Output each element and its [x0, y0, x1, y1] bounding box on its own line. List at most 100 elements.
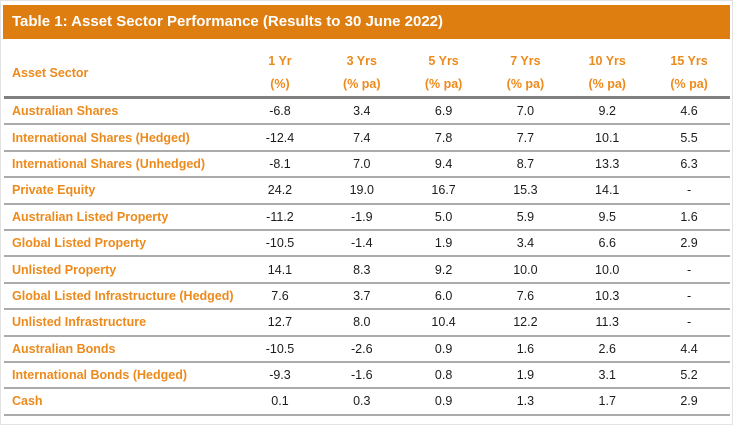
value-cell: -10.5: [239, 335, 321, 363]
value-cell: 0.8: [402, 361, 485, 390]
value-cell: 5.2: [648, 361, 730, 390]
asset-sector-label: Global Listed Property: [4, 229, 240, 258]
asset-sector-label: Unlisted Property: [4, 256, 240, 284]
value-cell: -1.9: [320, 203, 403, 231]
table-row: Australian Shares -6.8 3.4 6.9 7.0 9.2 4…: [4, 97, 730, 126]
value-cell: 2.9: [648, 229, 730, 258]
value-cell: 1.9: [484, 361, 567, 390]
value-cell: -: [648, 256, 730, 284]
value-cell: -: [648, 282, 730, 311]
table-row: Cash 0.1 0.3 0.9 1.3 1.7 2.9: [4, 388, 730, 416]
value-cell: 6.9: [402, 97, 485, 126]
value-cell: 12.7: [239, 309, 321, 337]
value-cell: 6.3: [648, 150, 730, 179]
value-cell: 0.3: [320, 388, 403, 416]
value-cell: 24.2: [239, 177, 321, 205]
value-cell: 9.5: [566, 203, 649, 231]
value-cell: 7.0: [320, 150, 403, 179]
value-cell: 5.9: [484, 203, 567, 231]
column-header-15yrs: 15 Yrs (% pa): [648, 49, 730, 99]
value-cell: 1.3: [484, 388, 567, 416]
value-cell: 7.6: [239, 282, 321, 311]
table-row: Global Listed Infrastructure (Hedged) 7.…: [4, 282, 730, 311]
value-cell: 1.6: [484, 335, 567, 363]
value-cell: -11.2: [239, 203, 321, 231]
value-cell: -9.3: [239, 361, 321, 390]
table-title-bar: Table 1: Asset Sector Performance (Resul…: [3, 5, 730, 39]
value-cell: -1.6: [320, 361, 403, 390]
asset-sector-label: International Bonds (Hedged): [4, 361, 240, 390]
value-cell: 3.7: [320, 282, 403, 311]
value-cell: -: [648, 177, 730, 205]
column-header-3yrs: 3 Yrs (% pa): [320, 49, 403, 99]
asset-sector-label: Private Equity: [4, 177, 240, 205]
value-cell: 2.6: [566, 335, 649, 363]
table-row: International Bonds (Hedged) -9.3 -1.6 0…: [4, 361, 730, 390]
value-cell: 7.0: [484, 97, 567, 126]
value-cell: -6.8: [239, 97, 321, 126]
value-cell: 14.1: [239, 256, 321, 284]
value-cell: -1.4: [320, 229, 403, 258]
value-cell: 0.9: [402, 335, 485, 363]
value-cell: 16.7: [402, 177, 485, 205]
column-header-period: 7 Yrs: [510, 53, 541, 68]
column-header-period: 1 Yr: [268, 53, 292, 68]
value-cell: 11.3: [566, 309, 649, 337]
table-row: Global Listed Property -10.5 -1.4 1.9 3.…: [4, 229, 730, 258]
asset-sector-label: Australian Shares: [4, 97, 240, 126]
column-header-period: 3 Yrs: [346, 53, 377, 68]
table-row: Unlisted Infrastructure 12.7 8.0 10.4 12…: [4, 309, 730, 337]
value-cell: 10.0: [484, 256, 567, 284]
value-cell: -8.1: [239, 150, 321, 179]
value-cell: 13.3: [566, 150, 649, 179]
asset-sector-label: Global Listed Infrastructure (Hedged): [4, 282, 240, 311]
column-header-7yrs: 7 Yrs (% pa): [484, 49, 567, 99]
value-cell: 3.1: [566, 361, 649, 390]
column-header-asset-sector: Asset Sector: [4, 49, 240, 99]
value-cell: 9.2: [566, 97, 649, 126]
value-cell: 7.6: [484, 282, 567, 311]
value-cell: 9.2: [402, 256, 485, 284]
asset-sector-label: Unlisted Infrastructure: [4, 309, 240, 337]
value-cell: 5.0: [402, 203, 485, 231]
header-row: Asset Sector 1 Yr (%) 3 Yrs (% pa) 5 Yrs…: [4, 49, 730, 99]
column-header-unit: (%): [270, 76, 290, 91]
value-cell: 7.4: [320, 124, 403, 152]
asset-sector-label: Cash: [4, 388, 240, 416]
value-cell: 15.3: [484, 177, 567, 205]
value-cell: -10.5: [239, 229, 321, 258]
value-cell: 14.1: [566, 177, 649, 205]
value-cell: 19.0: [320, 177, 403, 205]
value-cell: 1.7: [566, 388, 649, 416]
column-header-5yrs: 5 Yrs (% pa): [402, 49, 485, 99]
table-row: Australian Bonds -10.5 -2.6 0.9 1.6 2.6 …: [4, 335, 730, 363]
value-cell: 5.5: [648, 124, 730, 152]
value-cell: 0.1: [239, 388, 321, 416]
asset-sector-performance-table: Asset Sector 1 Yr (%) 3 Yrs (% pa) 5 Yrs…: [4, 49, 730, 416]
value-cell: 8.3: [320, 256, 403, 284]
asset-sector-label: Australian Bonds: [4, 335, 240, 363]
value-cell: 10.4: [402, 309, 485, 337]
column-header-period: 15 Yrs: [670, 53, 708, 68]
table-row: International Shares (Hedged) -12.4 7.4 …: [4, 124, 730, 152]
column-header-unit: (% pa): [424, 76, 463, 91]
value-cell: 3.4: [320, 97, 403, 126]
value-cell: 10.1: [566, 124, 649, 152]
column-header-10yrs: 10 Yrs (% pa): [566, 49, 649, 99]
table-row: International Shares (Unhedged) -8.1 7.0…: [4, 150, 730, 179]
asset-sector-label: Australian Listed Property: [4, 203, 240, 231]
table-row: Unlisted Property 14.1 8.3 9.2 10.0 10.0…: [4, 256, 730, 284]
table-title: Table 1: Asset Sector Performance (Resul…: [12, 13, 443, 30]
value-cell: 7.7: [484, 124, 567, 152]
value-cell: 6.6: [566, 229, 649, 258]
value-cell: 4.4: [648, 335, 730, 363]
column-header-1yr: 1 Yr (%): [239, 49, 321, 99]
value-cell: 3.4: [484, 229, 567, 258]
asset-sector-label: International Shares (Unhedged): [4, 150, 240, 179]
column-header-unit: (% pa): [506, 76, 545, 91]
table-row: Australian Listed Property -11.2 -1.9 5.…: [4, 203, 730, 231]
value-cell: 0.9: [402, 388, 485, 416]
value-cell: 12.2: [484, 309, 567, 337]
value-cell: 1.6: [648, 203, 730, 231]
